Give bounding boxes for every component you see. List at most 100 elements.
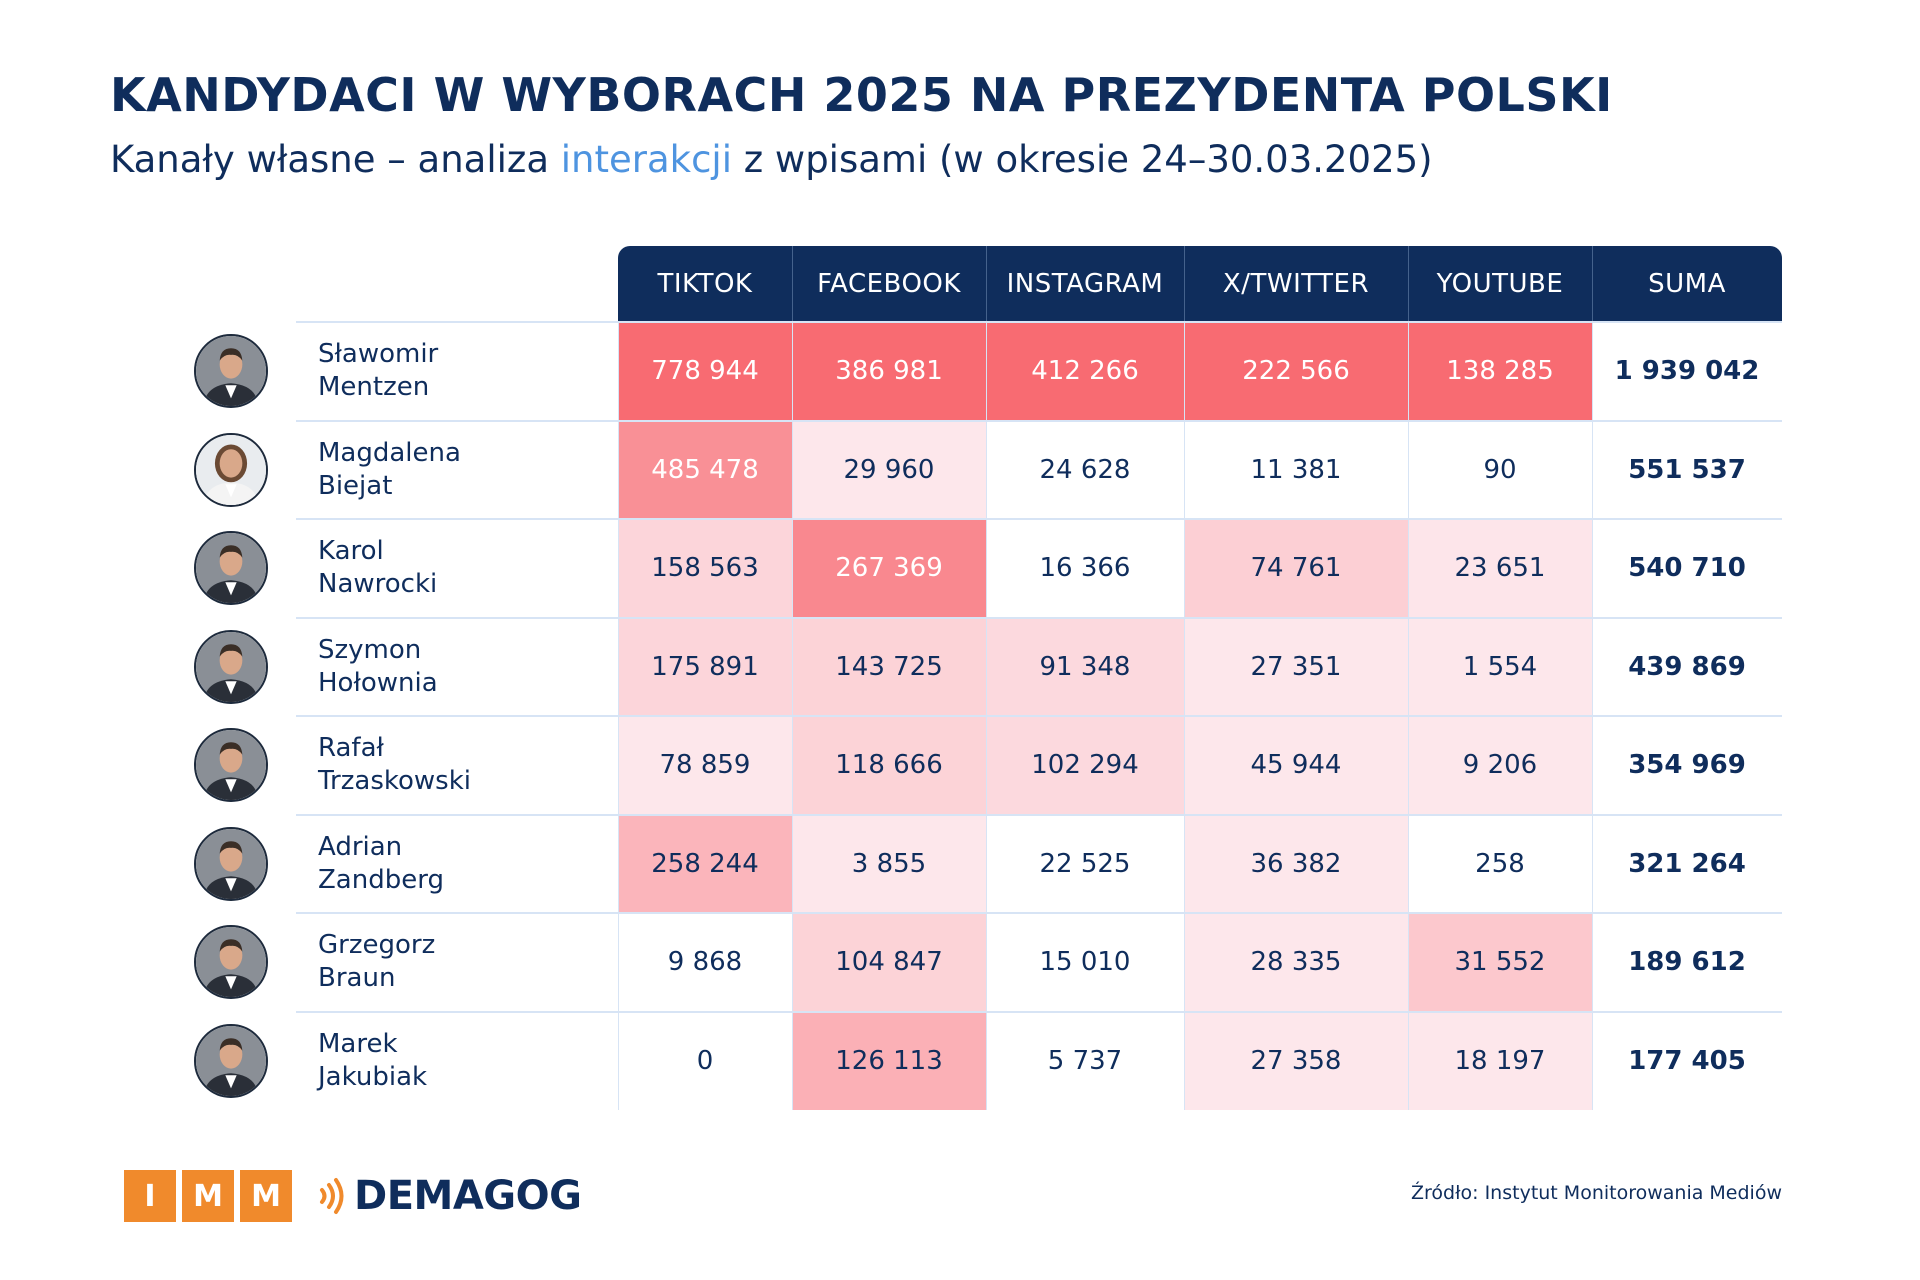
sum-cell: 1 939 042: [1614, 356, 1760, 387]
value-cell: 412 266: [986, 322, 1184, 421]
candidate-last-name: Hołownia: [318, 667, 438, 698]
column-divider: [618, 322, 619, 1110]
row-divider: [296, 321, 1782, 323]
table-header-bar: [618, 246, 1782, 322]
subtitle-highlight: interakcji: [560, 138, 732, 181]
candidate-first-name: Sławomir: [318, 339, 439, 370]
sum-cell: 540 710: [1628, 553, 1746, 584]
portrait-man-icon: [194, 925, 268, 1000]
value-cell: 91 348: [986, 617, 1184, 716]
sum-cell: 551 537: [1628, 454, 1746, 485]
header-separator: [986, 246, 987, 322]
value-cell: 78 859: [618, 716, 792, 815]
value-cell: 143 725: [792, 617, 986, 716]
value-cell: 27 351: [1184, 617, 1408, 716]
value-cell: 22 525: [986, 814, 1184, 913]
value-cell: 11 381: [1184, 420, 1408, 519]
value-cell: 175 891: [618, 617, 792, 716]
portrait-man-icon: [194, 826, 268, 901]
column-header-xtwitter: X/TWITTER: [1222, 269, 1370, 299]
sum-cell: 321 264: [1628, 848, 1746, 879]
value-cell: 27 358: [1184, 1011, 1408, 1110]
value-cell: 18 197: [1408, 1011, 1592, 1110]
value-cell: 104 847: [792, 913, 986, 1012]
value-cell: 386 981: [792, 322, 986, 421]
candidate-name: Szymon Hołownia: [318, 634, 608, 700]
column-header-youtube: YOUTUBE: [1436, 269, 1564, 299]
candidate-last-name: Braun: [318, 963, 396, 994]
subtitle-text-before: Kanały własne – analiza: [110, 138, 561, 181]
candidate-first-name: Grzegorz: [318, 930, 436, 961]
page-subtitle: Kanały własne – analiza interakcji z wpi…: [110, 138, 1433, 181]
candidate-last-name: Biejat: [318, 470, 393, 501]
candidate-last-name: Mentzen: [318, 372, 430, 403]
candidate-first-name: Karol: [318, 536, 384, 567]
candidate-name: Sławomir Mentzen: [318, 338, 608, 404]
candidate-name: Karol Nawrocki: [318, 535, 608, 601]
value-cell: 9 206: [1408, 716, 1592, 815]
column-divider: [1408, 322, 1409, 1110]
row-divider: [296, 813, 1782, 816]
value-cell: 267 369: [792, 519, 986, 618]
value-cell: 29 960: [792, 420, 986, 519]
imm-logo-letter: I: [124, 1170, 176, 1222]
page-title: KANDYDACI W WYBORACH 2025 NA PREZYDENTA …: [110, 68, 1613, 122]
sum-cell: 177 405: [1628, 1045, 1746, 1076]
column-header-facebook: FACEBOOK: [817, 269, 961, 299]
column-divider: [792, 322, 793, 1110]
candidate-first-name: Rafał: [318, 733, 384, 764]
value-cell: 1 554: [1408, 617, 1592, 716]
value-cell: 36 382: [1184, 814, 1408, 913]
value-cell: 9 868: [618, 913, 792, 1012]
row-divider: [296, 912, 1782, 914]
candidate-last-name: Jakubiak: [318, 1061, 428, 1092]
candidate-last-name: Trzaskowski: [318, 766, 472, 797]
portrait-man-icon: [194, 334, 268, 409]
imm-logo-letter: M: [182, 1170, 234, 1222]
value-cell: 258: [1408, 814, 1592, 913]
value-cell: 24 628: [986, 420, 1184, 519]
column-divider: [986, 322, 987, 1110]
value-cell: 158 563: [618, 519, 792, 618]
header-separator: [1184, 246, 1185, 322]
portrait-man-icon: [194, 629, 268, 704]
sum-cell: 439 869: [1628, 651, 1746, 682]
value-cell: 0: [618, 1011, 792, 1110]
column-divider: [1184, 322, 1185, 1110]
row-divider: [296, 518, 1782, 520]
portrait-woman-icon: [194, 432, 268, 507]
sound-waves-icon: [320, 1178, 344, 1214]
value-cell: 5 737: [986, 1011, 1184, 1110]
demagog-wordmark: DEMAGOG: [354, 1173, 582, 1219]
value-cell: 222 566: [1184, 322, 1408, 421]
candidate-name: Grzegorz Braun: [318, 929, 608, 995]
value-cell: 74 761: [1184, 519, 1408, 618]
candidate-name: Adrian Zandberg: [318, 831, 608, 897]
value-cell: 90: [1408, 420, 1592, 519]
row-divider: [296, 715, 1782, 717]
candidate-name: Marek Jakubiak: [318, 1028, 608, 1094]
value-cell: 778 944: [618, 322, 792, 421]
value-cell: 138 285: [1408, 322, 1592, 421]
header-separator: [792, 246, 793, 322]
value-cell: 118 666: [792, 716, 986, 815]
row-divider: [296, 616, 1782, 619]
value-cell: 28 335: [1184, 913, 1408, 1012]
header-separator: [1592, 246, 1593, 322]
subtitle-text-after: z wpisami (w okresie 24–30.03.2025): [731, 138, 1433, 181]
value-cell: 23 651: [1408, 519, 1592, 618]
value-cell: 102 294: [986, 716, 1184, 815]
candidate-last-name: Nawrocki: [318, 569, 438, 600]
row-divider: [296, 1010, 1782, 1013]
candidate-first-name: Marek: [318, 1028, 398, 1059]
column-header-tiktok: TIKTOK: [657, 269, 753, 299]
candidate-last-name: Zandberg: [318, 864, 444, 895]
candidate-first-name: Szymon: [318, 634, 422, 665]
candidate-name: Rafał Trzaskowski: [318, 732, 608, 798]
column-divider: [1592, 322, 1593, 1110]
value-cell: 258 244: [618, 814, 792, 913]
column-header-suma: SUMA: [1648, 269, 1726, 299]
candidate-name: Magdalena Biejat: [318, 437, 608, 503]
portrait-man-icon: [194, 531, 268, 606]
